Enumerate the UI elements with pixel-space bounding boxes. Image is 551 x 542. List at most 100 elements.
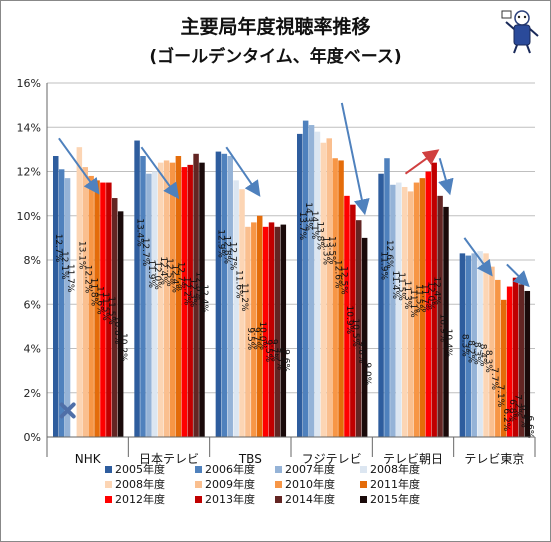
bar [181,167,188,437]
y-tick-label: 4% [24,343,41,356]
bar [506,286,513,437]
bar [256,215,263,437]
bar [187,164,193,438]
bar [140,156,146,437]
legend-swatch [195,496,202,503]
bar [384,158,390,437]
bar [396,182,402,437]
bar-value-label: 11.2% [239,283,249,312]
bar-value-label: 12.0% [425,281,435,310]
bar [483,253,489,437]
bar-value-label: 12.1% [59,251,69,280]
bar [471,253,477,437]
bar-value-label: 6.2% [501,408,511,431]
bar [88,175,94,438]
legend-item: 2008年度 [105,477,165,491]
bar-value-label: 12.4% [431,276,441,305]
bar-value-label: 9.7% [269,339,279,362]
bar [64,178,71,437]
bar [413,182,420,437]
bar [425,171,432,437]
bar-value-label: 11.7% [420,284,430,313]
legend-swatch [105,481,112,488]
bar-value-label: 11.5% [106,296,116,325]
x-category-label: 日本テレビ [139,452,199,466]
bar-value-label: 13.8% [315,221,325,250]
legend-label: 2005年度 [115,462,165,476]
bar-value-label: 14.1% [309,211,319,240]
legend-label: 2010年度 [285,477,335,491]
bar-value-label: 11.5% [414,284,424,313]
bar [175,156,182,437]
trend-arrow [225,146,261,197]
bar-value-label: 9.0% [362,362,372,385]
y-tick-label: 12% [17,166,41,179]
bar [152,171,158,437]
legend-item: 2008年度 [360,462,420,476]
bar [338,160,344,437]
bar-value-label: 12.7% [227,242,237,271]
bar-value-label: 12.4% [199,284,209,313]
bar-value-label: 12.7% [53,234,63,263]
legend-label: 2013年度 [205,492,255,506]
bar-value-label: 11.8% [88,278,98,307]
legend-swatch [275,481,282,488]
bar-value-label: 11.7% [65,264,75,293]
bar [344,195,350,437]
bar-value-label: 6.8% [507,399,517,422]
chart-title: 主要局年度視聴率推移 [180,16,371,38]
legend-label: 2015年度 [370,492,420,506]
legend-label: 2008年度 [370,462,420,476]
bar-value-label: 6.9% [519,405,529,428]
trend-arrow [506,263,530,288]
bar [361,237,368,437]
bar-value-label: 12.2% [82,265,92,294]
bar-value-label: 10.0% [257,321,267,350]
bar-value-label: 12.8% [193,272,203,301]
bar-value-label: 13.4% [134,218,144,247]
bar-value-label: 7.7% [489,367,499,390]
bar-value-label: 10.5% [350,318,360,347]
bar-value-label: 9.6% [281,349,291,372]
bar [82,167,88,437]
bar-value-label: 8.4% [477,344,487,367]
legend-label: 2011年度 [370,477,420,491]
bar [58,169,65,437]
bar [350,204,356,437]
bar-value-label: 10.2% [118,333,128,362]
bar [314,131,321,438]
bar [390,184,396,437]
axis-layer: 0% 2% 4% 6% 8% 10% 12% 14% 16% NHK 日本テレビ TBS フジテレビ テレ… [17,77,536,466]
bar-value-label: 11.6% [94,286,104,315]
value-label-layer: 12.7%12.1%11.7%13.1%12.2%11.8%11.6%11.5%… [53,202,535,439]
bar-value-label: 13.1% [77,241,87,270]
bar-value-label: 10.8% [112,316,122,345]
bar-value-label: 12.5% [164,258,174,287]
bar [268,222,275,437]
trend-arrow [58,137,100,195]
bar-value-label: 12.4% [170,264,180,293]
bar [215,151,222,437]
bar-value-label: 11.9% [378,251,388,280]
bar-value-label: 8.3% [471,342,481,365]
y-tick-label: 0% [24,431,41,444]
legend-swatch [275,466,282,473]
bar-value-label: 9.7% [251,327,261,350]
bar-value-label: 6.6% [525,416,535,439]
bar [459,253,466,437]
x-category-label: テレビ東京 [464,452,524,466]
bar [297,133,303,437]
bar-value-label: 11.9% [146,259,156,288]
bar-value-label: 9.5% [275,347,285,370]
legend-item: 2013年度 [195,492,255,506]
trend-arrow [404,149,440,175]
legend-item: 2015年度 [360,492,420,506]
bar-value-label: 10.4% [443,329,453,358]
trend-arrow-layer [58,102,530,288]
bar-value-label: 9.8% [356,341,366,364]
x-category-label: NHK [75,452,102,466]
legend-swatch [195,466,202,473]
bar [163,160,170,437]
y-tick-label: 16% [17,77,41,90]
